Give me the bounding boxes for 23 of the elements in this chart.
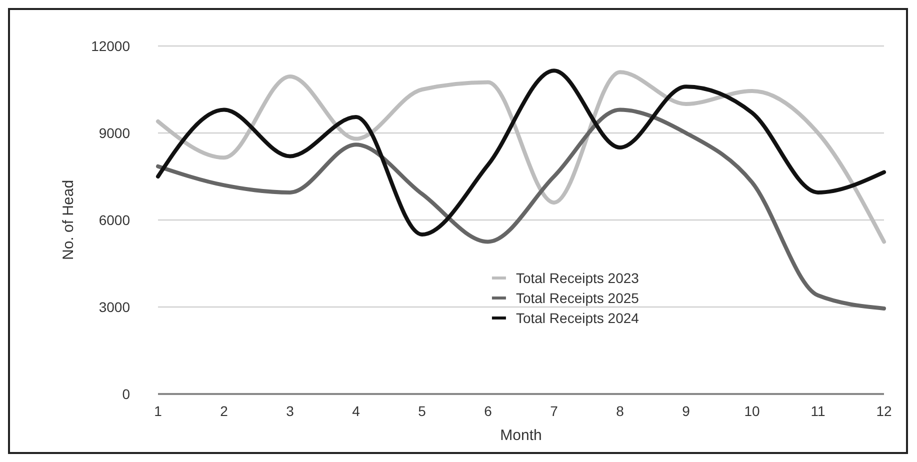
x-tick-label: 5 [418,403,426,419]
x-tick-label: 11 [810,403,826,419]
x-tick-label: 3 [286,403,294,419]
legend-label: Total Receipts 2024 [516,310,640,326]
x-tick-label: 6 [484,403,492,419]
x-tick-label: 8 [616,403,624,419]
x-tick-label: 4 [352,403,360,419]
y-tick-label: 9000 [98,124,130,141]
x-tick-label: 1 [154,403,162,419]
x-axis-title: Month [500,427,542,444]
x-tick-label: 10 [744,403,760,419]
legend-label: Total Receipts 2025 [516,290,640,306]
y-tick-label: 12000 [91,38,130,54]
x-tick-label: 9 [682,403,690,419]
y-axis-title: No. of Head [60,180,77,260]
line-series [156,108,886,310]
y-tick-label: 6000 [98,212,130,228]
x-tick-label: 12 [876,403,892,419]
x-tick-label: 7 [550,403,558,419]
y-tick-label: 0 [122,386,130,402]
x-tick-label: 2 [220,403,228,419]
y-tick-label: 3000 [98,298,130,315]
legend-label: Total Receipts 2023 [516,270,640,286]
